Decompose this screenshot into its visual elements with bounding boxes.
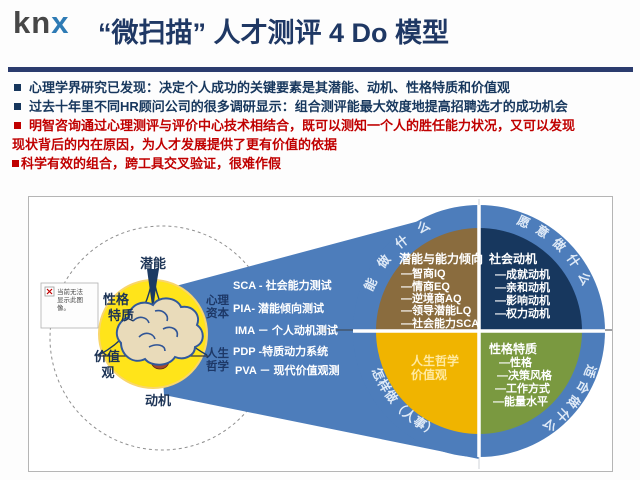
- quadrant-personality-item: —能量水平: [493, 394, 548, 408]
- quadrant-personality-item: —工作方式: [495, 381, 550, 395]
- bullet-line-4: 科学有效的组合，跨工具交叉验证，很难作假: [12, 154, 634, 173]
- quadrant-personality-item: —决策风格: [497, 368, 553, 382]
- placeholder-text-line: 当前无法: [57, 287, 84, 296]
- quadrant-potential-item: —情商EQ: [401, 279, 450, 293]
- quadrant-social-motivation: [479, 228, 582, 331]
- group-life-philosophy-line2: 哲学: [206, 359, 229, 373]
- page-title: “微扫描” 人才测评 4 Do 模型: [98, 18, 450, 48]
- label-values-line2: 观: [101, 365, 114, 380]
- brain-icon: [115, 297, 204, 370]
- bullet-line-2: 过去十年里不同HR顾问公司的很多调研显示：组合测评能最大效度地提高招聘选才的成功…: [12, 97, 634, 116]
- brain-folds: [132, 309, 179, 352]
- bullet-square-icon: [14, 103, 21, 110]
- red-x-icon: [46, 288, 53, 295]
- bullet-text: 科学有效的组合，跨工具交叉验证，很难作假: [21, 156, 282, 171]
- header-divider: [8, 67, 633, 72]
- quadrant-personality: [479, 331, 582, 434]
- placeholder-text-line: 显示此图: [57, 295, 83, 304]
- quadrant-life-values: [376, 331, 479, 434]
- company-logo: knx: [13, 5, 69, 41]
- quadrant-social-title: 社会动机: [488, 251, 537, 266]
- group-psych-capital-line2: 资本: [206, 306, 229, 320]
- quadrant-potential-item: —领导潜能LQ: [401, 303, 472, 317]
- quadrant-life-line1: 人生哲学: [411, 353, 459, 368]
- bullet-list: 心理学界研究已发现：决定个人成功的关键要素是其潜能、动机、性格特质和价值观 过去…: [12, 78, 634, 173]
- quadrant-personality-item: —性格: [499, 355, 533, 369]
- placeholder-text-line: 像。: [57, 303, 70, 312]
- quadrant-social-item: —权力动机: [495, 306, 550, 320]
- quadrant-potential-item: —逆境商AQ: [401, 291, 462, 305]
- bullet-line-1: 心理学界研究已发现：决定个人成功的关键要素是其潜能、动机、性格特质和价值观: [12, 78, 634, 97]
- bullet-square-icon: [12, 160, 19, 167]
- test-item-pva: PVA － 现代价值观测: [235, 363, 340, 377]
- bullet-text: 过去十年里不同HR顾问公司的很多调研显示：组合测评能最大效度地提高招聘选才的成功…: [29, 99, 568, 114]
- bullet-square-icon: [14, 84, 21, 91]
- label-motivation: 动机: [145, 393, 171, 408]
- label-personality-line2: 特质: [108, 308, 134, 323]
- stem-shape: [147, 269, 159, 315]
- label-personality-line1: 性格: [103, 292, 130, 307]
- bullet-text: 心理学界研究已发现：决定个人成功的关键要素是其潜能、动机、性格特质和价值观: [29, 80, 511, 95]
- label-potential: 潜能: [140, 256, 166, 271]
- group-psych-capital-line1: 心理: [206, 294, 229, 307]
- quadrant-potential: [376, 228, 479, 331]
- quadrant-potential-item: —社会能力SCA: [401, 316, 479, 330]
- logo-kn: kn: [13, 5, 52, 40]
- group-life-philosophy-line1: 人生: [206, 346, 229, 360]
- bullet-square-icon: [14, 122, 21, 129]
- test-item-pia: PIA- 潜能倾向测试: [233, 301, 324, 315]
- quadrant-social-item: —亲和动机: [495, 280, 550, 294]
- quadrant-potential-title: 潜能与能力倾向: [399, 251, 483, 266]
- broken-image-placeholder: 当前无法 显示此图 像。: [40, 282, 99, 329]
- bullet-text: 现状背后的内在原因，为人才发展提供了更有价值的依据: [12, 137, 338, 152]
- bullet-line-3: 明智咨询通过心理测评与评价中心技术相结合，既可以测知一个人的胜任能力状况，又可以…: [12, 116, 634, 135]
- quadrant-potential-item: —智商IQ: [401, 266, 446, 280]
- model-diagram: 能做什么 愿意做什么 怎样做（人事） 适合做什么 潜能与能力倾向 —智商IQ —…: [28, 196, 613, 472]
- test-item-ima: IMA － 个人动机测试: [235, 323, 338, 337]
- quadrant-social-item: —影响动机: [495, 293, 550, 307]
- logo-x: x: [51, 5, 70, 40]
- brain-outline: [115, 297, 204, 366]
- bullet-text: 明智咨询通过心理测评与评价中心技术相结合，既可以测知一个人的胜任能力状况，又可以…: [29, 118, 576, 133]
- bullet-line-3-continued: 现状背后的内在原因，为人才发展提供了更有价值的依据: [12, 135, 634, 154]
- model-diagram-svg: 能做什么 愿意做什么 怎样做（人事） 适合做什么 潜能与能力倾向 —智商IQ —…: [40, 199, 612, 469]
- test-item-sca: SCA - 社会能力测试: [233, 278, 332, 292]
- quadrant-life-line2: 价值观: [411, 367, 447, 382]
- label-values-line1: 价值: [94, 349, 120, 364]
- test-item-pdp: PDP -特质动力系统: [233, 344, 328, 358]
- quadrant-social-item: —成就动机: [495, 267, 550, 281]
- quadrant-personality-title: 性格特质: [488, 341, 537, 356]
